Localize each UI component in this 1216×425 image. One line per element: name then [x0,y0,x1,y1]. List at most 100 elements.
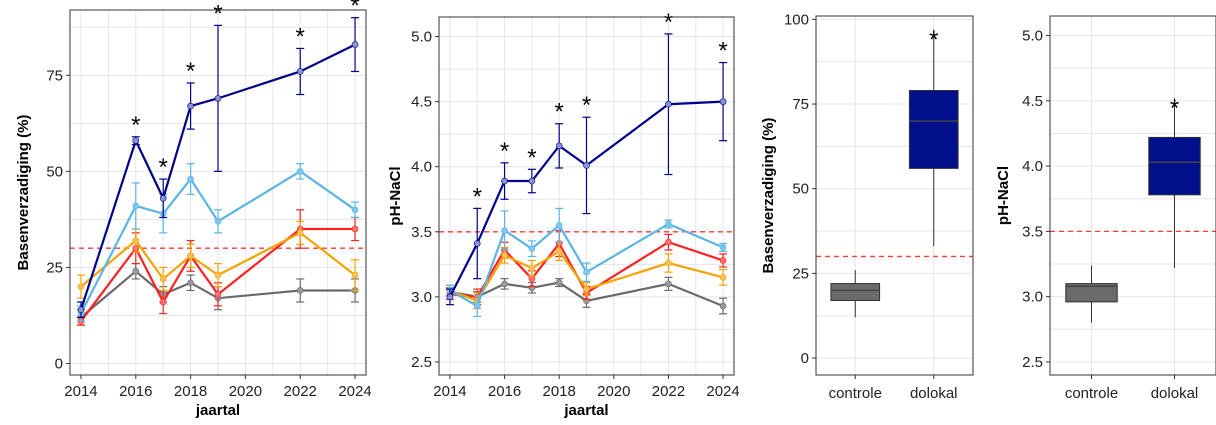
data-point [188,253,194,259]
box-plot-ph-nacl: 2.5 3.0 3.5 4.0 4.5 5.0 pH-NaCl * controle doloka… [980,0,1216,425]
x-tick-label: 2014 [433,383,466,400]
data-point [474,303,480,309]
data-point [188,280,194,286]
significance-star: * [582,92,591,119]
y-tick-label: 3.5 [411,224,432,241]
x-tick-label: controle [829,385,882,402]
data-point [352,42,358,48]
x-tick-label: dolokal [1151,385,1199,402]
data-point [720,257,726,263]
x-tick-label: 2016 [488,383,521,400]
y-tick-label: 4.5 [411,94,432,111]
box-plot-basenverzadiging: 0 25 50 75 100 Basenverzadiging (%) * controle d… [742,0,979,425]
data-point [720,303,726,309]
x-tick-label: 2022 [652,383,685,400]
significance-star: * [131,112,140,139]
y-tick-label: 50 [46,163,63,180]
significance-star: * [664,9,673,36]
significance-star: * [527,144,536,171]
y-tick-label: 4.5 [1022,93,1043,110]
data-point [160,276,166,282]
x-tick-label: 2018 [542,383,575,400]
data-point [297,230,303,236]
y-tick-label: 2.5 [1022,354,1043,371]
data-point [502,252,508,258]
y-tick-label: 4.0 [1022,158,1043,175]
data-point [529,246,535,252]
box-iqr [831,284,880,301]
data-point [665,101,671,107]
data-point [584,162,590,168]
data-point [529,178,535,184]
data-point [215,291,221,297]
y-tick-label: 3.0 [411,289,432,306]
y-tick-label: 5.0 [1022,28,1043,45]
significance-star: * [159,154,168,181]
y-axis-label: Basenverzadiging (%) [760,118,777,274]
data-point [720,99,726,105]
data-point [556,248,562,254]
y-tick-label: 75 [792,96,809,113]
data-point [160,299,166,305]
x-tick-label: controle [1065,385,1118,402]
x-tick-label: 2022 [284,383,317,400]
data-point [665,281,671,287]
significance-star: * [296,23,305,50]
y-tick-label: 2.5 [411,354,432,371]
x-tick-label: 2020 [597,383,630,400]
plot-background [1050,16,1216,375]
y-tick-label: 50 [792,181,809,198]
data-point [556,280,562,286]
data-point [188,176,194,182]
x-axis-label: jaartal [195,402,240,419]
data-point [297,168,303,174]
y-tick-label: 100 [784,11,809,28]
significance-star: * [929,27,938,54]
x-tick-label: 2024 [706,383,739,400]
data-point [502,178,508,184]
data-point [188,103,194,109]
data-point [502,281,508,287]
data-point [665,260,671,266]
data-point [215,218,221,224]
x-tick-label: 2016 [119,383,152,400]
data-point [297,68,303,74]
box-iqr [909,91,958,169]
data-point [133,268,139,274]
y-tick-label: 0 [801,350,809,367]
data-point [133,203,139,209]
y-tick-label: 0 [55,355,63,372]
y-axis-label: pH-NaCl [387,166,404,225]
plot-background [816,16,973,375]
y-axis-label: Basenverzadiging (%) [15,115,32,271]
data-point [215,272,221,278]
y-tick-label: 4.0 [411,159,432,176]
data-point [78,284,84,290]
y-tick-label: 3.0 [1022,289,1043,306]
y-tick-label: 5.0 [411,29,432,46]
significance-star: * [473,183,482,210]
data-point [352,207,358,213]
data-point [584,269,590,275]
y-axis-label: pH-NaCl [995,166,1012,225]
significance-star: * [186,58,195,85]
line-chart-ph-nacl: 2.5 3.0 3.5 4.0 4.5 5.0 pH-NaCl * * * * * * * 2014 2016… [376,0,742,425]
data-point [215,95,221,101]
significance-star: * [718,38,727,65]
significance-star: * [555,99,564,126]
data-point [556,222,562,228]
box-iqr [1149,137,1200,194]
data-point [665,221,671,227]
data-point [584,286,590,292]
data-point [720,274,726,280]
y-tick-label: 25 [792,265,809,282]
data-point [720,244,726,250]
data-point [529,265,535,271]
x-tick-label: 2020 [229,383,262,400]
y-tick-label: 3.5 [1022,223,1043,240]
x-tick-label: dolokal [910,385,958,402]
data-point [474,241,480,247]
significance-star: * [213,0,222,27]
data-point [352,272,358,278]
